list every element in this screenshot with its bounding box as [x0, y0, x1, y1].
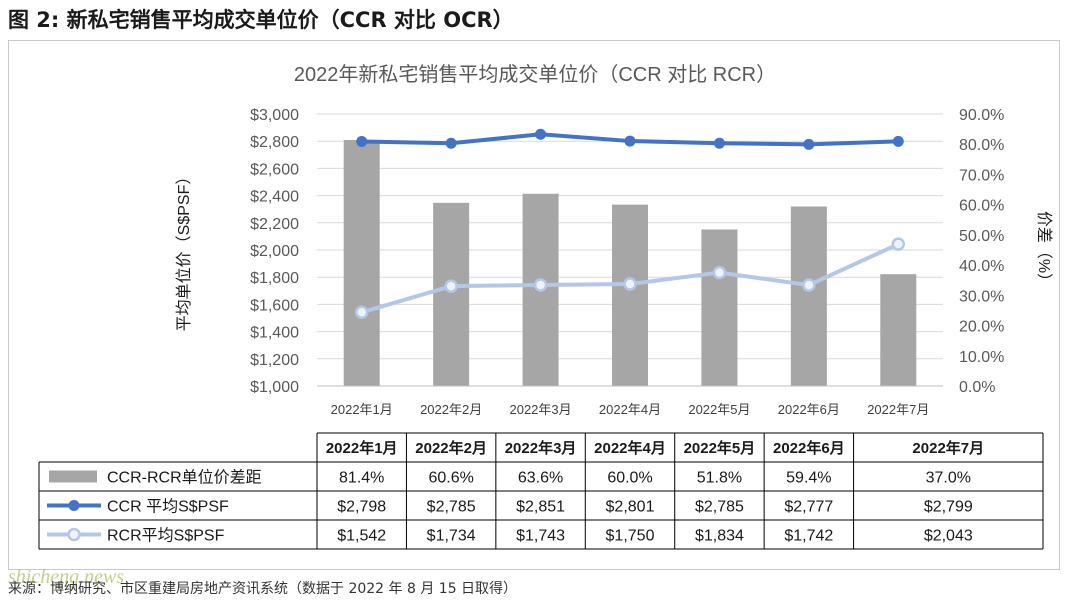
table-cell: $1,834 — [695, 528, 744, 545]
rcr-point — [623, 277, 637, 291]
table-header: 2022年5月 — [684, 439, 756, 457]
y-tick-label: $2,400 — [250, 189, 299, 206]
legend-label: CCR 平均S$PSF — [107, 498, 229, 516]
bar — [612, 204, 648, 386]
bar — [880, 274, 917, 386]
rcr-point — [533, 278, 548, 292]
chart-panel: 2022年新私宅销售平均成交单位价（CCR 对比 RCR） $1,000 $1,20… — [8, 40, 1060, 570]
legend-key-marker — [68, 500, 80, 511]
y-tick-label: $2,200 — [250, 216, 299, 233]
y2-tick-label: 50.0% — [959, 228, 1004, 245]
y-tick-label: $2,800 — [250, 134, 299, 151]
legend-key-marker — [67, 527, 81, 542]
x-tick-label: 2022年4月 — [599, 402, 661, 417]
y2-tick-label: 30.0% — [959, 288, 1004, 305]
y-tick-label: $2,600 — [250, 161, 299, 178]
table-cell: 51.8% — [697, 470, 742, 487]
table-cell: $2,801 — [606, 499, 655, 516]
ccr-point — [713, 137, 725, 149]
table-cell: 59.4% — [786, 470, 831, 487]
legend-label: RCR平均S$PSF — [107, 527, 225, 545]
rcr-point — [712, 265, 727, 280]
figure-title: 图 2: 新私宅销售平均成交单位价（CCR 对比 OCR） — [8, 8, 514, 32]
table-cell: $2,785 — [427, 499, 476, 516]
y2-tick-label: 70.0% — [959, 167, 1004, 184]
bar — [790, 206, 827, 386]
y-tick-label: $3,000 — [250, 107, 299, 124]
combo-chart: 2022年新私宅销售平均成交单位价（CCR 对比 RCR） $1,000 $1,20… — [38, 63, 1053, 550]
x-tick-label: 2022年3月 — [509, 402, 571, 417]
table-cell: $1,750 — [606, 528, 655, 545]
table-cell: $2,785 — [695, 499, 744, 516]
ccr-point — [445, 137, 457, 149]
y-tick-label: $2,000 — [250, 243, 299, 260]
table-cell: $2,798 — [337, 499, 386, 516]
table-cell: $1,734 — [427, 528, 476, 545]
watermark: shicheng.news — [8, 566, 125, 588]
table-cell: 63.6% — [518, 470, 563, 487]
y2-tick-label: 90.0% — [959, 107, 1004, 124]
x-tick-label: 2022年6月 — [778, 402, 840, 417]
ccr-point — [624, 135, 636, 147]
x-tick-label: 2022年7月 — [867, 402, 929, 417]
legend-key-bar — [49, 470, 97, 483]
bar — [433, 202, 470, 386]
ccr-point — [803, 138, 815, 150]
ccr-point — [356, 135, 368, 147]
table-header: 2022年1月 — [326, 439, 398, 457]
bar — [343, 139, 380, 386]
rcr-point — [891, 237, 906, 251]
x-tick-label: 2022年1月 — [331, 402, 393, 417]
x-tick-label: 2022年2月 — [420, 402, 482, 417]
rcr-point — [444, 279, 458, 293]
table-cell: $2,799 — [924, 499, 973, 516]
y-tick-label: $1,000 — [250, 379, 299, 396]
y2-tick-label: 0.0% — [959, 379, 995, 396]
table-cell: $2,043 — [924, 528, 973, 545]
chart-title: 2022年新私宅销售平均成交单位价（CCR 对比 RCR） — [294, 63, 776, 86]
table-cell: $1,742 — [784, 528, 833, 545]
y2-tick-label: 40.0% — [959, 258, 1004, 275]
table-cell: 81.4% — [339, 470, 384, 487]
table-cell: 37.0% — [926, 470, 971, 487]
source-note: 来源：博纳研究、市区重建局房地产资讯系统（数据于 2022 年 8 月 15 日… — [8, 581, 518, 597]
table-header: 2022年4月 — [594, 439, 666, 457]
table-header: 2022年2月 — [415, 439, 487, 457]
table-cell: $2,851 — [516, 499, 565, 516]
table-cell: $1,743 — [516, 528, 565, 545]
y2-tick-label: 80.0% — [959, 137, 1004, 154]
y-tick-label: $1,400 — [250, 325, 299, 342]
y2-tick-label: 10.0% — [959, 349, 1004, 366]
y2-axis-title: 价差（%） — [1035, 211, 1053, 289]
rcr-point — [354, 305, 369, 320]
table-cell: $1,542 — [337, 528, 386, 545]
table-cell: 60.6% — [428, 470, 473, 487]
y-tick-label: $1,200 — [250, 352, 299, 369]
x-tick-label: 2022年5月 — [688, 402, 750, 417]
y-tick-label: $1,600 — [250, 297, 299, 314]
ccr-point — [535, 128, 547, 140]
table-header: 2022年3月 — [505, 439, 577, 457]
y2-tick-label: 60.0% — [959, 198, 1004, 215]
ccr-point — [892, 135, 904, 147]
y-axis-title: 平均单位价（S$PSF） — [175, 169, 193, 332]
table-cell: 60.0% — [607, 470, 652, 487]
table-header: 2022年6月 — [773, 439, 845, 457]
table-cell: $2,777 — [784, 499, 833, 516]
y2-tick-label: 20.0% — [959, 319, 1004, 336]
bar — [701, 229, 738, 386]
rcr-point — [802, 278, 816, 292]
y-tick-label: $1,800 — [250, 270, 299, 287]
table-header: 2022年7月 — [912, 439, 984, 457]
legend-label: CCR-RCR单位价差距 — [107, 469, 262, 487]
